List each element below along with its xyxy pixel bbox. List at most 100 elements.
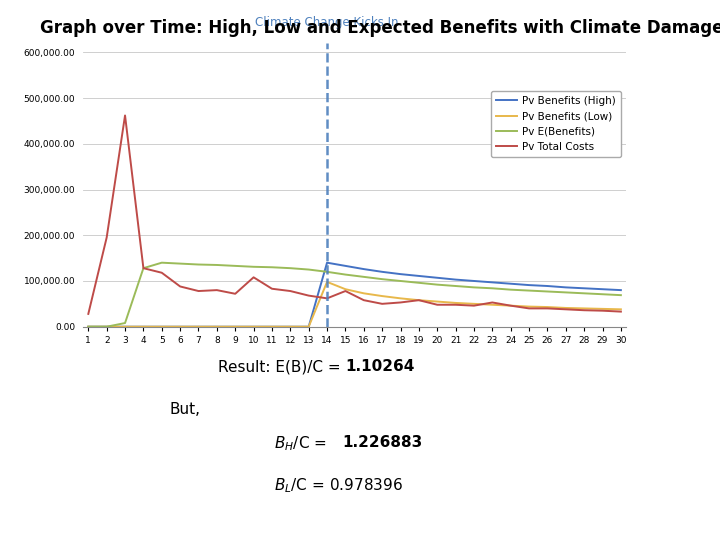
Text: Result: E(B)/C =: Result: E(B)/C = <box>218 359 346 374</box>
Pv E(Benefits) <box>121 320 130 326</box>
Pv Total Costs <box>84 310 93 317</box>
Pv Benefits (Low) <box>212 323 221 330</box>
Line: Pv Benefits (Low): Pv Benefits (Low) <box>89 282 621 327</box>
Pv Total Costs <box>305 292 313 299</box>
Pv Total Costs <box>249 274 258 281</box>
Pv Benefits (Low) <box>268 323 276 330</box>
Pv E(Benefits) <box>359 274 368 280</box>
Pv Benefits (High) <box>598 286 607 293</box>
Pv Benefits (High) <box>616 287 625 293</box>
Pv E(Benefits) <box>580 290 588 296</box>
Pv Benefits (High) <box>249 323 258 330</box>
Pv E(Benefits) <box>598 291 607 298</box>
Pv Benefits (Low) <box>433 298 441 305</box>
Pv Total Costs <box>139 265 148 272</box>
Pv E(Benefits) <box>194 261 203 268</box>
Pv Benefits (High) <box>341 262 350 269</box>
Pv Total Costs <box>121 112 130 119</box>
Pv Benefits (High) <box>543 283 552 289</box>
Pv Benefits (Low) <box>102 323 111 330</box>
Legend: Pv Benefits (High), Pv Benefits (Low), Pv E(Benefits), Pv Total Costs: Pv Benefits (High), Pv Benefits (Low), P… <box>491 91 621 157</box>
Pv E(Benefits) <box>378 276 387 282</box>
Text: $B_H$/C =: $B_H$/C = <box>274 435 328 454</box>
Pv Total Costs <box>543 305 552 312</box>
Pv E(Benefits) <box>249 264 258 270</box>
Pv Benefits (Low) <box>194 323 203 330</box>
Text: Graph over Time: High, Low and Expected Benefits with Climate Damages: Graph over Time: High, Low and Expected … <box>40 19 720 37</box>
Pv Total Costs <box>378 301 387 307</box>
Text: 1.226883: 1.226883 <box>342 435 422 450</box>
Pv Benefits (Low) <box>525 303 534 310</box>
Pv Total Costs <box>616 308 625 315</box>
Pv E(Benefits) <box>158 259 166 266</box>
Pv Benefits (Low) <box>469 301 478 307</box>
Pv Benefits (High) <box>212 323 221 330</box>
Pv E(Benefits) <box>469 284 478 291</box>
Pv E(Benefits) <box>286 265 294 272</box>
Pv E(Benefits) <box>415 280 423 286</box>
Pv Benefits (High) <box>194 323 203 330</box>
Pv Benefits (High) <box>176 323 184 330</box>
Pv Benefits (Low) <box>84 323 93 330</box>
Pv E(Benefits) <box>562 289 570 295</box>
Pv Benefits (High) <box>506 280 515 287</box>
Pv Total Costs <box>396 299 405 306</box>
Text: $B_L$/C = 0.978396: $B_L$/C = 0.978396 <box>274 476 402 495</box>
Text: Climate Change Kicks In: Climate Change Kicks In <box>256 16 399 29</box>
Pv Total Costs <box>194 288 203 294</box>
Pv E(Benefits) <box>433 281 441 288</box>
Pv Benefits (High) <box>378 268 387 275</box>
Pv Benefits (High) <box>305 323 313 330</box>
Pv E(Benefits) <box>268 264 276 271</box>
Pv Total Costs <box>433 301 441 308</box>
Pv Total Costs <box>323 295 331 301</box>
Pv Benefits (High) <box>158 323 166 330</box>
Pv E(Benefits) <box>506 286 515 293</box>
Pv E(Benefits) <box>305 266 313 273</box>
Pv Total Costs <box>268 286 276 292</box>
Pv E(Benefits) <box>451 283 460 289</box>
Pv Total Costs <box>212 287 221 293</box>
Pv E(Benefits) <box>341 271 350 278</box>
Pv Benefits (Low) <box>396 295 405 301</box>
Pv Benefits (Low) <box>249 323 258 330</box>
Pv Benefits (Low) <box>286 323 294 330</box>
Pv Benefits (Low) <box>580 305 588 312</box>
Pv Benefits (High) <box>469 278 478 284</box>
Pv Benefits (Low) <box>341 286 350 293</box>
Pv Benefits (High) <box>323 259 331 266</box>
Pv Total Costs <box>488 299 497 306</box>
Pv Benefits (High) <box>121 323 130 330</box>
Pv Benefits (Low) <box>616 306 625 313</box>
Pv Benefits (Low) <box>231 323 240 330</box>
Line: Pv Total Costs: Pv Total Costs <box>89 116 621 314</box>
Pv Benefits (Low) <box>562 305 570 311</box>
Pv Benefits (High) <box>102 323 111 330</box>
Pv Benefits (Low) <box>121 323 130 330</box>
Pv Benefits (Low) <box>305 323 313 330</box>
Pv Total Costs <box>525 305 534 312</box>
Pv Benefits (Low) <box>415 297 423 303</box>
Pv Total Costs <box>451 301 460 308</box>
Pv Benefits (High) <box>396 271 405 278</box>
Pv Benefits (High) <box>451 276 460 283</box>
Pv E(Benefits) <box>396 278 405 284</box>
Pv Total Costs <box>469 302 478 309</box>
Pv E(Benefits) <box>543 288 552 295</box>
Pv Benefits (Low) <box>598 306 607 312</box>
Pv Benefits (High) <box>359 266 368 272</box>
Pv Benefits (High) <box>433 274 441 281</box>
Pv Benefits (Low) <box>451 300 460 306</box>
Pv E(Benefits) <box>84 323 93 330</box>
Text: 1.10264: 1.10264 <box>346 359 415 374</box>
Pv Total Costs <box>562 306 570 313</box>
Pv Total Costs <box>176 283 184 289</box>
Pv Benefits (Low) <box>139 323 148 330</box>
Pv E(Benefits) <box>616 292 625 299</box>
Pv Benefits (High) <box>268 323 276 330</box>
Pv Benefits (High) <box>139 323 148 330</box>
Pv Total Costs <box>359 297 368 303</box>
Pv Total Costs <box>415 297 423 303</box>
Pv E(Benefits) <box>525 287 534 294</box>
Pv Benefits (Low) <box>543 304 552 310</box>
